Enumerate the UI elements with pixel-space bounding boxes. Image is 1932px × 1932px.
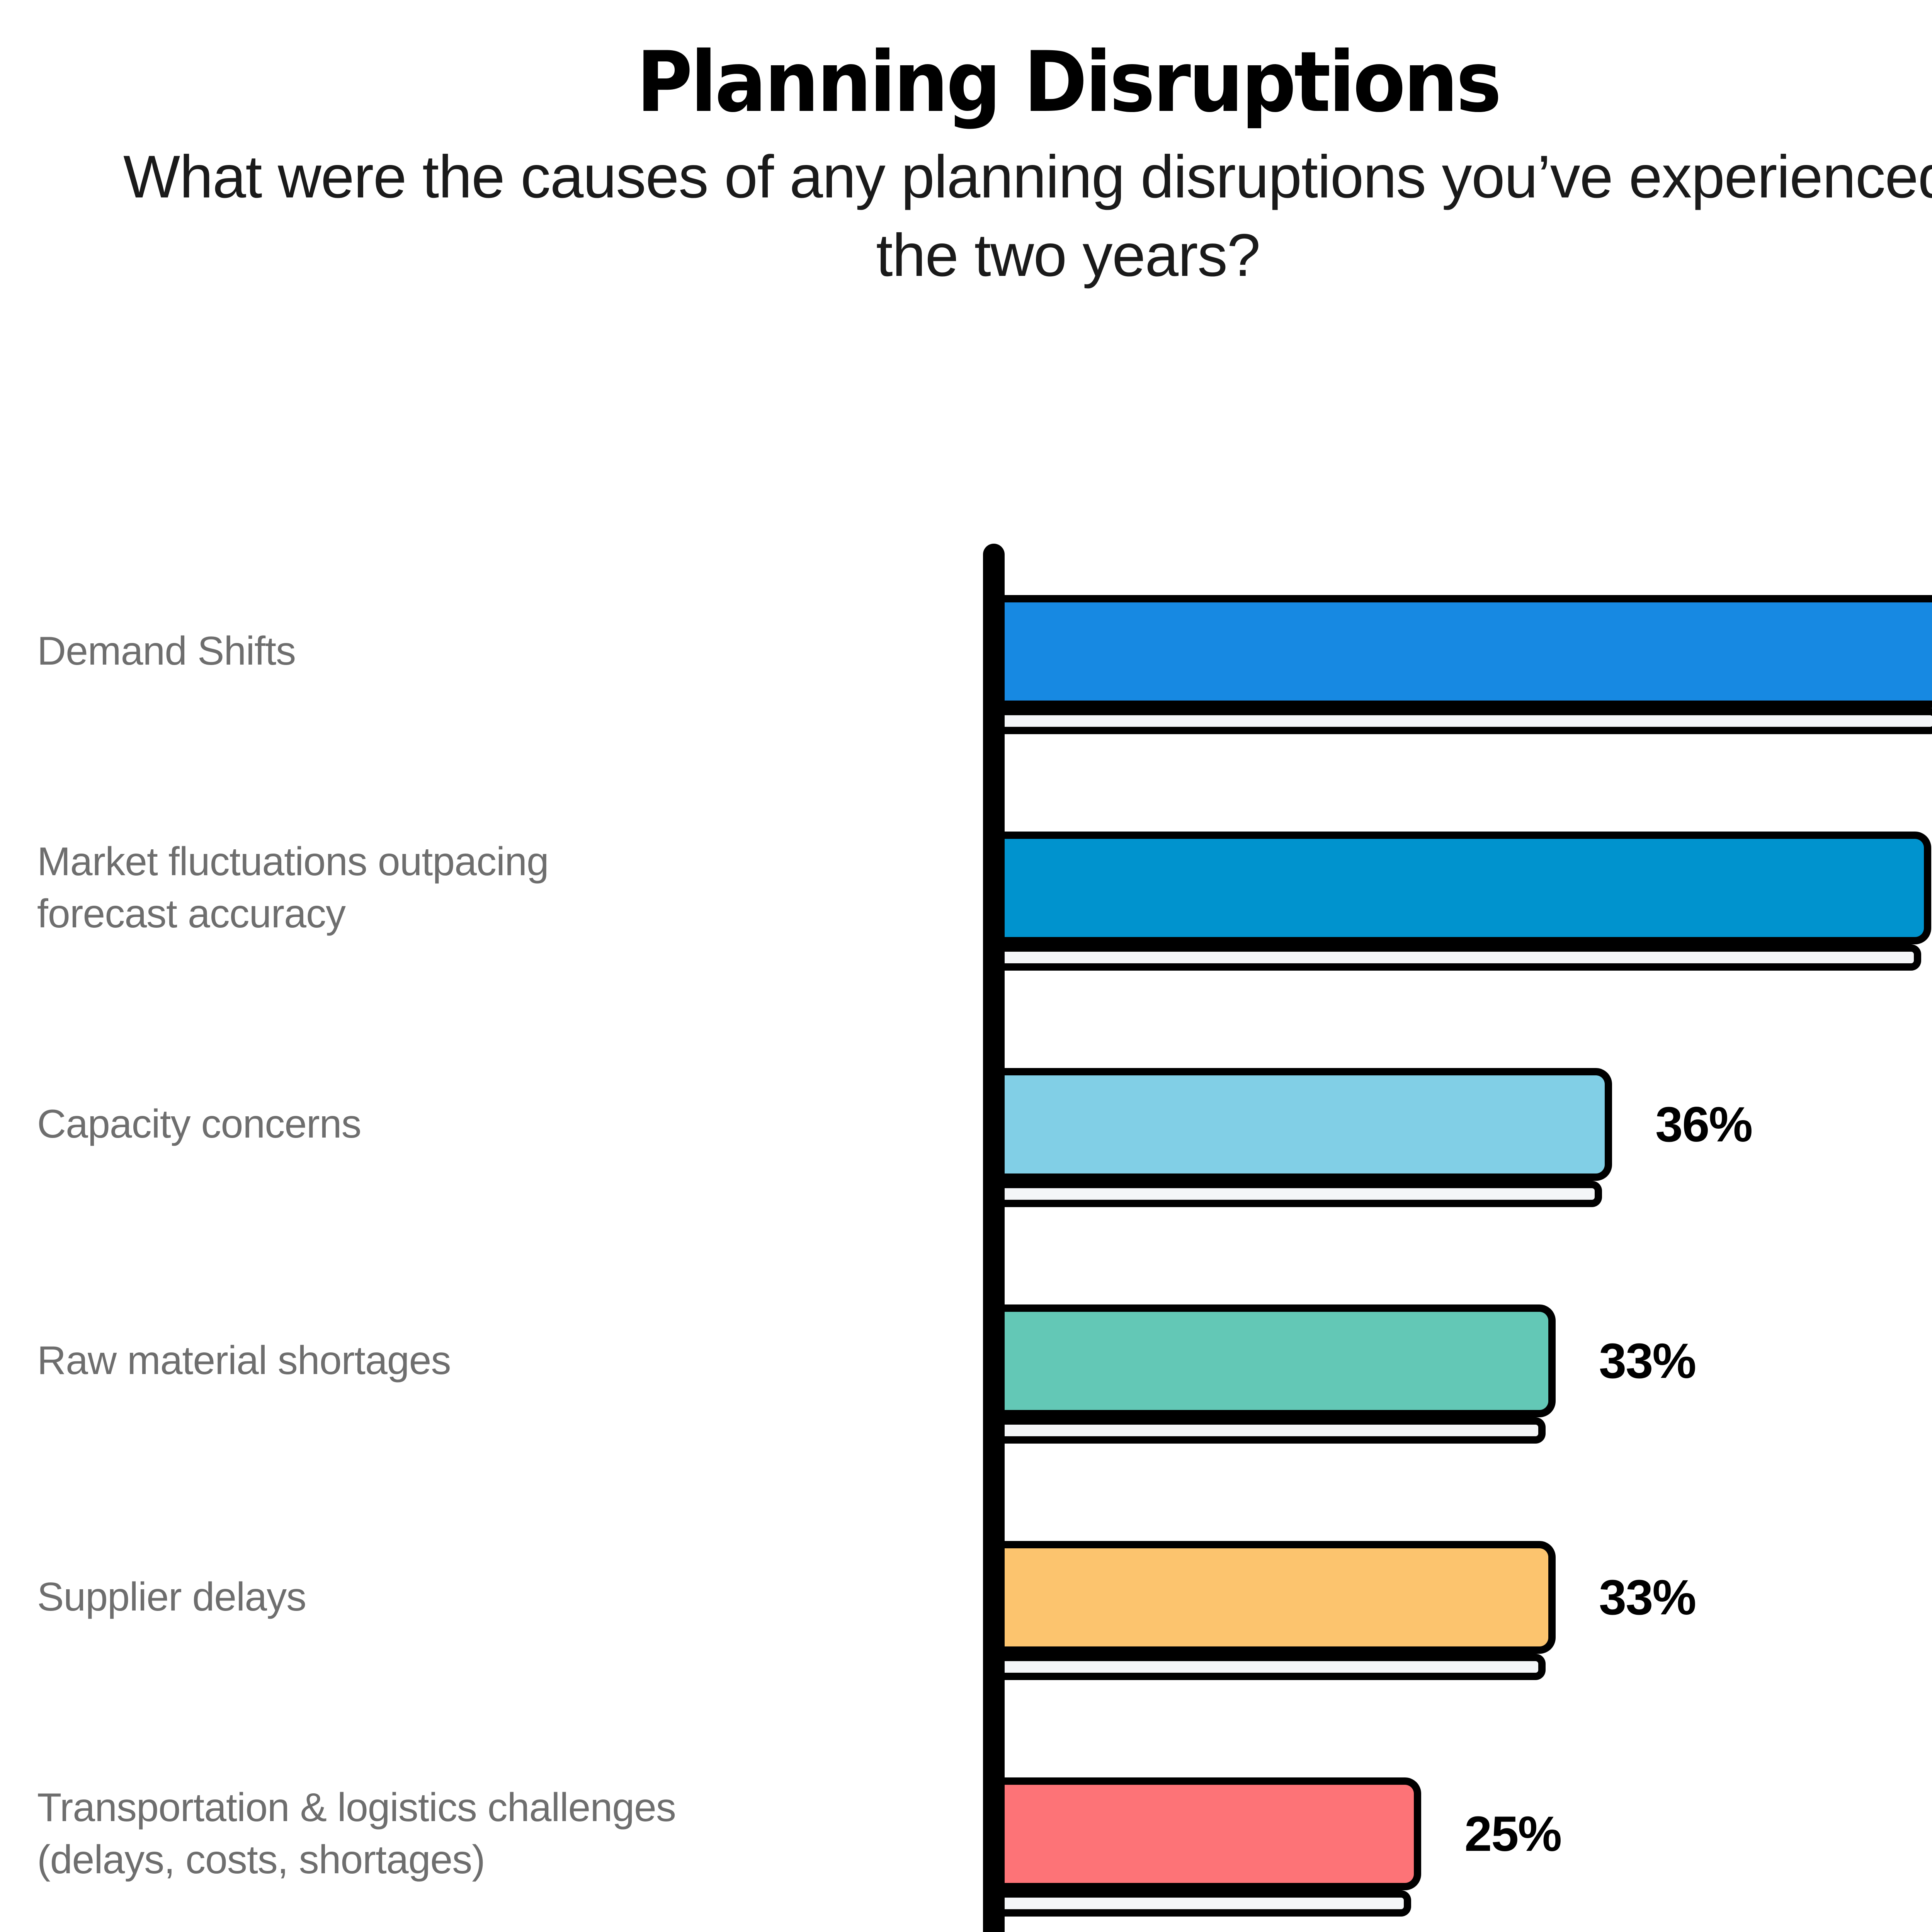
- category-label: Raw material shortages: [37, 1338, 451, 1383]
- bar-stack: 25%: [999, 1777, 1562, 1917]
- bar[interactable]: [999, 1068, 1612, 1181]
- bar-stack: 33%: [999, 1541, 1696, 1680]
- chart-title: Planning Disruptions: [636, 34, 1502, 131]
- chart-plot-area: Demand Shifts 54% Market fluctuations outp…: [0, 533, 1932, 1932]
- chart-subtitle: What were the causes of any planning dis…: [123, 143, 1932, 289]
- bar-stack: 53%: [999, 832, 1931, 971]
- bar[interactable]: [999, 595, 1932, 708]
- category-label: Supplier delays: [37, 1575, 306, 1620]
- bar-shadow: [999, 1654, 1546, 1680]
- bar-group[interactable]: 33%: [999, 1243, 1696, 1479]
- bar-value-label: 25%: [1464, 1806, 1562, 1862]
- bar-row: Demand Shifts 54%: [0, 533, 1932, 770]
- bar-stack: 33%: [999, 1304, 1696, 1444]
- bar-group[interactable]: 33%: [999, 1479, 1696, 1716]
- bar-shadow: [999, 1181, 1602, 1207]
- category-label: Capacity concerns: [37, 1102, 362, 1147]
- bar-shadow: [999, 1890, 1411, 1917]
- bar-stack: 36%: [999, 1068, 1753, 1207]
- bar-stack: 54%: [999, 595, 1932, 734]
- y-axis-line: [983, 544, 1005, 1932]
- bar-value-label: 36%: [1655, 1097, 1753, 1152]
- bar-shadow: [999, 708, 1932, 734]
- bar-row: Raw material shortages 33%: [0, 1243, 1932, 1479]
- category-label: Market fluctuations outpacing forecast a…: [37, 839, 549, 936]
- category-label: Transportation & logistics challenges (d…: [37, 1785, 676, 1882]
- bar-series: Demand Shifts 54% Market fluctuations outp…: [0, 533, 1932, 1932]
- category-label: Demand Shifts: [37, 629, 296, 674]
- bar-group[interactable]: 54%: [999, 533, 1932, 770]
- bar-group[interactable]: 53%: [999, 770, 1931, 1006]
- bar-shadow: [999, 944, 1921, 971]
- bar[interactable]: [999, 1541, 1556, 1654]
- bar-row: Supplier delays 33%: [0, 1479, 1932, 1716]
- bar-shadow: [999, 1417, 1546, 1444]
- bar-row: Market fluctuations outpacing forecast a…: [0, 770, 1932, 1006]
- chart-header: Planning Disruptions What were the cause…: [0, 0, 1932, 295]
- bar-value-label: 33%: [1599, 1570, 1696, 1625]
- bar-value-label: 33%: [1599, 1333, 1696, 1389]
- bar[interactable]: [999, 1777, 1421, 1890]
- bar-row: Capacity concerns 36%: [0, 1006, 1932, 1243]
- bar-group[interactable]: 36%: [999, 1006, 1753, 1243]
- bar-group[interactable]: 25%: [999, 1716, 1562, 1932]
- bar[interactable]: [999, 1304, 1556, 1417]
- bar-row: Transportation & logistics challenges (d…: [0, 1716, 1932, 1932]
- bar[interactable]: [999, 832, 1931, 944]
